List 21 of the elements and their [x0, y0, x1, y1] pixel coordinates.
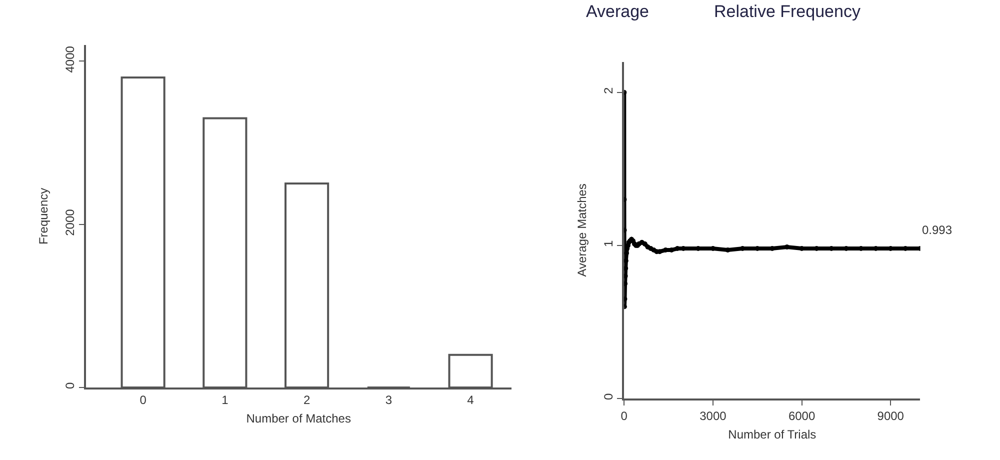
- x-tick-label: 0: [620, 408, 628, 423]
- y-tick-label: 2000: [62, 208, 77, 236]
- y-tick-label: 1: [601, 240, 616, 247]
- y-tick-label: 0: [62, 382, 77, 390]
- x-tick-label: 2: [303, 392, 310, 407]
- x-tick-label: 3000: [700, 408, 727, 423]
- x-axis-title: Number of Matches: [246, 411, 351, 426]
- x-tick-label: 1: [222, 392, 229, 407]
- x-tick-label: 6000: [788, 408, 816, 423]
- x-tick-label: 0: [140, 392, 147, 407]
- text: Average: [586, 2, 650, 21]
- x-axis-title: Number of Trials: [728, 427, 816, 442]
- x-tick-label: 3: [385, 392, 392, 407]
- x-tick-label: 4: [467, 392, 474, 407]
- y-tick-label: 2: [601, 86, 616, 94]
- y-axis-title: Average Matches: [575, 184, 590, 277]
- y-tick-label: 4000: [62, 46, 77, 73]
- annotation: 0.993: [922, 223, 952, 237]
- text: Relative Frequency: [714, 2, 861, 21]
- x-tick-label: 9000: [877, 408, 904, 423]
- y-axis-title: Frequency: [36, 188, 51, 245]
